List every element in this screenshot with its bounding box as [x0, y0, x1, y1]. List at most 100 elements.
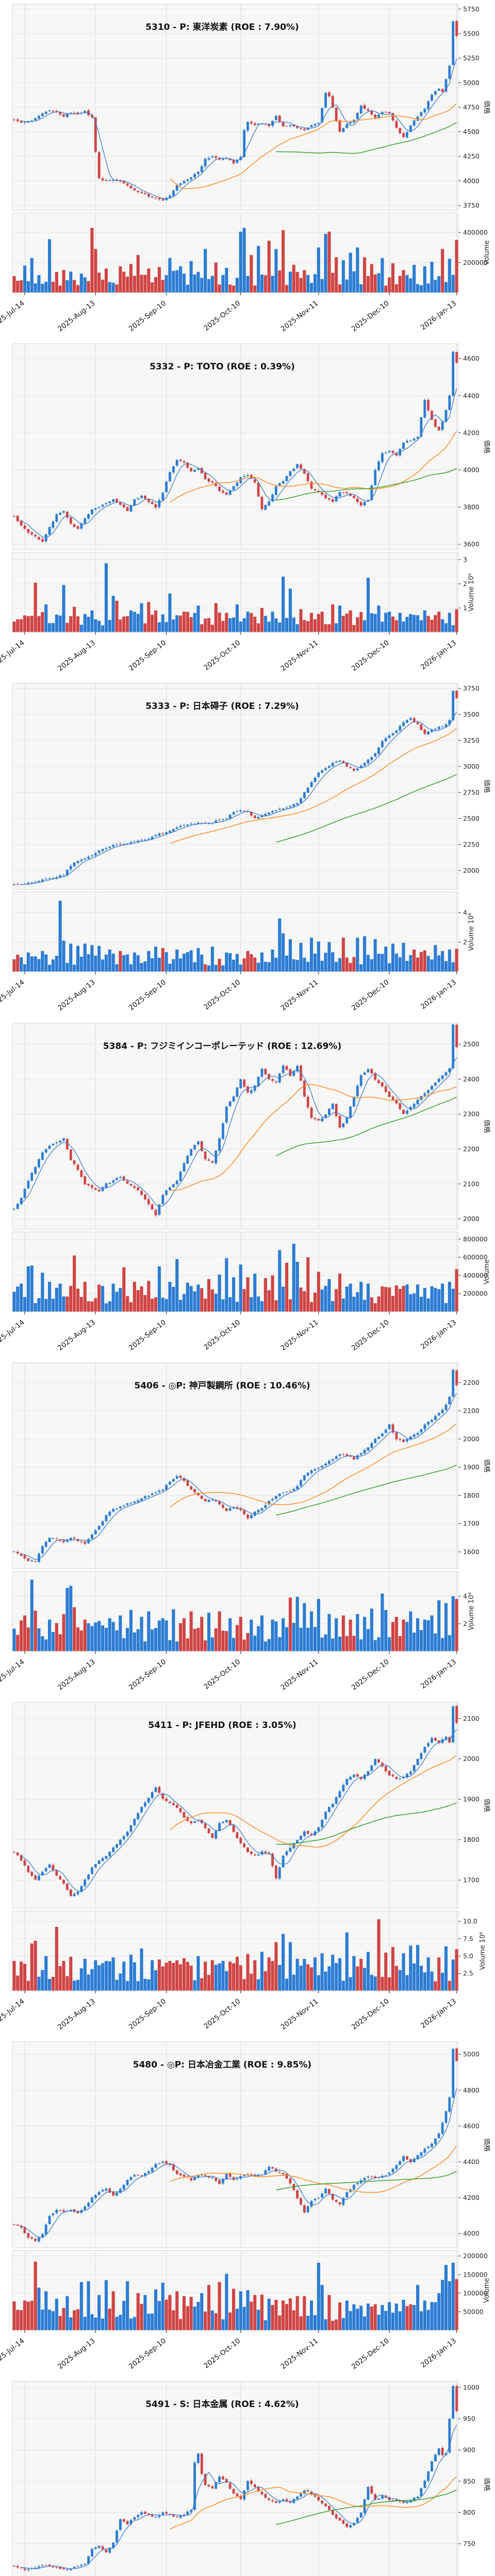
volume-axis-ticks: 200000 400000 600000 800000 — [458, 1235, 488, 1297]
candlestick-series — [13, 1369, 458, 1564]
candlestick-series — [13, 2384, 458, 2572]
svg-text:4750: 4750 — [463, 103, 480, 111]
moving-average-lines — [21, 1729, 457, 1892]
grid-lines — [12, 1702, 458, 1991]
svg-text:3000: 3000 — [463, 762, 480, 770]
svg-text:2400: 2400 — [463, 1075, 480, 1082]
svg-text:4600: 4600 — [463, 2122, 480, 2130]
svg-text:2100: 2100 — [463, 1180, 480, 1188]
price-axis-ticks: 2000 2250 2500 2750 3000 3250 3500 3750 — [458, 685, 480, 874]
chart-title: 5333 - P: 日本碍子 (ROE : 7.29%) — [145, 701, 299, 711]
svg-text:7.5: 7.5 — [463, 1935, 473, 1942]
svg-text:3600: 3600 — [463, 540, 480, 548]
svg-text:4250: 4250 — [463, 152, 480, 160]
svg-text:950: 950 — [463, 2415, 475, 2422]
svg-text:600000: 600000 — [463, 1253, 488, 1261]
price-axis-ticks: 3750 4000 4250 4500 4750 5000 5250 5500 5750 — [458, 5, 480, 209]
price-axis-label: 価格 — [483, 440, 491, 453]
svg-text:1700: 1700 — [463, 1876, 480, 1884]
price-axis-ticks: 1600 1700 1800 1900 2000 2100 2200 — [458, 1379, 480, 1555]
svg-text:2100: 2100 — [463, 1406, 480, 1414]
svg-text:1600: 1600 — [463, 1548, 480, 1555]
svg-text:200000: 200000 — [463, 1290, 488, 1297]
price-axis-ticks: 750 800 850 900 950 1000 — [458, 2384, 480, 2548]
svg-text:4: 4 — [463, 909, 467, 917]
price-axis-ticks: 1700 1800 1900 2000 2100 — [458, 1715, 480, 1884]
svg-text:1900: 1900 — [463, 1463, 480, 1471]
svg-text:400000: 400000 — [463, 228, 488, 236]
svg-text:5000: 5000 — [463, 79, 480, 87]
svg-text:1000: 1000 — [463, 2384, 480, 2392]
chart-5333: 2000225025002750300032503500375024価格Volu… — [0, 679, 495, 1019]
volume-bars — [12, 1243, 458, 1312]
svg-text:2: 2 — [463, 1620, 467, 1628]
volume-axis-ticks: 50000 100000 150000 200000 — [458, 2252, 488, 2316]
grid-lines — [12, 4, 458, 293]
price-axis-label: 価格 — [483, 1120, 491, 1133]
svg-text:750: 750 — [463, 2540, 475, 2548]
svg-text:900: 900 — [463, 2446, 475, 2454]
svg-text:4600: 4600 — [463, 354, 480, 362]
moving-average-lines — [21, 712, 457, 885]
svg-text:200000: 200000 — [463, 259, 488, 266]
grid-lines — [12, 2381, 458, 2576]
chart-section-5332: 3600 3800 4000 4200 4400 4600 1 2 3 価格 Volume 10⁶ 2… — [0, 340, 495, 680]
price-axis-label: 価格 — [483, 100, 491, 114]
volume-axis-ticks: 2.5 5.0 7.5 10.0 — [458, 1918, 477, 1977]
price-axis-label: 価格 — [483, 1459, 491, 1472]
volume-axis-ticks: 1 2 3 — [458, 556, 467, 612]
chart-5332: 3600 3800 4000 4200 4400 4600 1 2 3 価格 Volume 10⁶2… — [0, 340, 495, 680]
svg-text:2: 2 — [463, 938, 467, 946]
volume-axis-label: Volume — [483, 240, 491, 265]
chart-title: 5406 - ◎P: 神戸製鋼所 (ROE : 10.46%) — [134, 1380, 310, 1391]
volume-axis-label: Volume 10⁶ — [468, 913, 475, 951]
volume-bars — [12, 228, 458, 293]
svg-text:1: 1 — [463, 604, 467, 612]
volume-axis-label: Volume 10⁶ — [479, 1931, 487, 1970]
svg-text:2.5: 2.5 — [463, 1970, 473, 1977]
svg-text:4500: 4500 — [463, 128, 480, 135]
chart-5480: 4000 4200 4400 4600 4800 5000 50000 100000 15000… — [0, 2038, 495, 2378]
chart-section-5384: 2000 2100 2200 2300 2400 2500 200000 400000 6000… — [0, 1019, 495, 1359]
chart-section-5333: 2000 2250 2500 2750 3000 3250 3500 3750 2 4 価格 Volu… — [0, 679, 495, 1019]
chart-section-5411: 1700 1800 1900 2000 2100 2.5 5.0 7.5 10.0 価格 Volum… — [0, 1698, 495, 2038]
price-axis-ticks: 3600 3800 4000 4200 4400 4600 — [458, 354, 480, 548]
svg-text:2500: 2500 — [463, 1040, 480, 1048]
chart-title: 5384 - P: フジミインコーポレーテッド (ROE : 12.69%) — [103, 1041, 341, 1052]
svg-text:2000: 2000 — [463, 1435, 480, 1443]
svg-text:3750: 3750 — [463, 201, 480, 209]
chart-title: 5480 - ◎P: 日本冶金工業 (ROE : 9.85%) — [133, 2059, 311, 2070]
svg-text:5.0: 5.0 — [463, 1952, 473, 1960]
chart-section-5406: 1600 1700 1800 1900 2000 2100 2200 2 4 価格 Volume 1… — [0, 1358, 495, 1698]
svg-text:5000: 5000 — [463, 2050, 480, 2058]
moving-average-lines — [21, 2425, 457, 2569]
svg-text:4400: 4400 — [463, 392, 480, 399]
svg-text:5750: 5750 — [463, 5, 480, 13]
svg-text:50000: 50000 — [463, 2308, 484, 2316]
svg-text:800: 800 — [463, 2509, 475, 2516]
price-axis-label: 価格 — [483, 779, 491, 793]
moving-average-lines — [21, 388, 457, 538]
svg-text:3250: 3250 — [463, 737, 480, 744]
svg-text:3500: 3500 — [463, 710, 480, 718]
volume-axis-label: Volume — [483, 1259, 491, 1284]
grid-lines — [12, 344, 458, 633]
chart-title: 5310 - P: 東洋炭素 (ROE : 7.90%) — [145, 22, 299, 32]
svg-text:5500: 5500 — [463, 29, 480, 37]
svg-text:850: 850 — [463, 2478, 475, 2485]
volume-axis-label: Volume — [483, 2278, 491, 2303]
svg-text:4: 4 — [463, 1592, 467, 1600]
svg-text:2750: 2750 — [463, 789, 480, 796]
candlestick-series — [13, 351, 458, 543]
svg-text:1700: 1700 — [463, 1519, 480, 1527]
price-axis-label: 価格 — [483, 2478, 491, 2491]
svg-text:800000: 800000 — [463, 1235, 488, 1243]
chart-5491: 750800850900950100050000100000150000価格Vo… — [0, 2377, 495, 2576]
moving-average-lines — [21, 2088, 457, 2239]
svg-text:10.0: 10.0 — [463, 1918, 477, 1925]
svg-text:2250: 2250 — [463, 841, 480, 849]
chart-section-5491: 750800850900950100050000100000150000価格Vo… — [0, 2377, 495, 2576]
volume-bars — [12, 1579, 458, 1651]
volume-axis-label: Volume 10⁶ — [468, 1592, 475, 1630]
svg-text:4800: 4800 — [463, 2086, 480, 2094]
